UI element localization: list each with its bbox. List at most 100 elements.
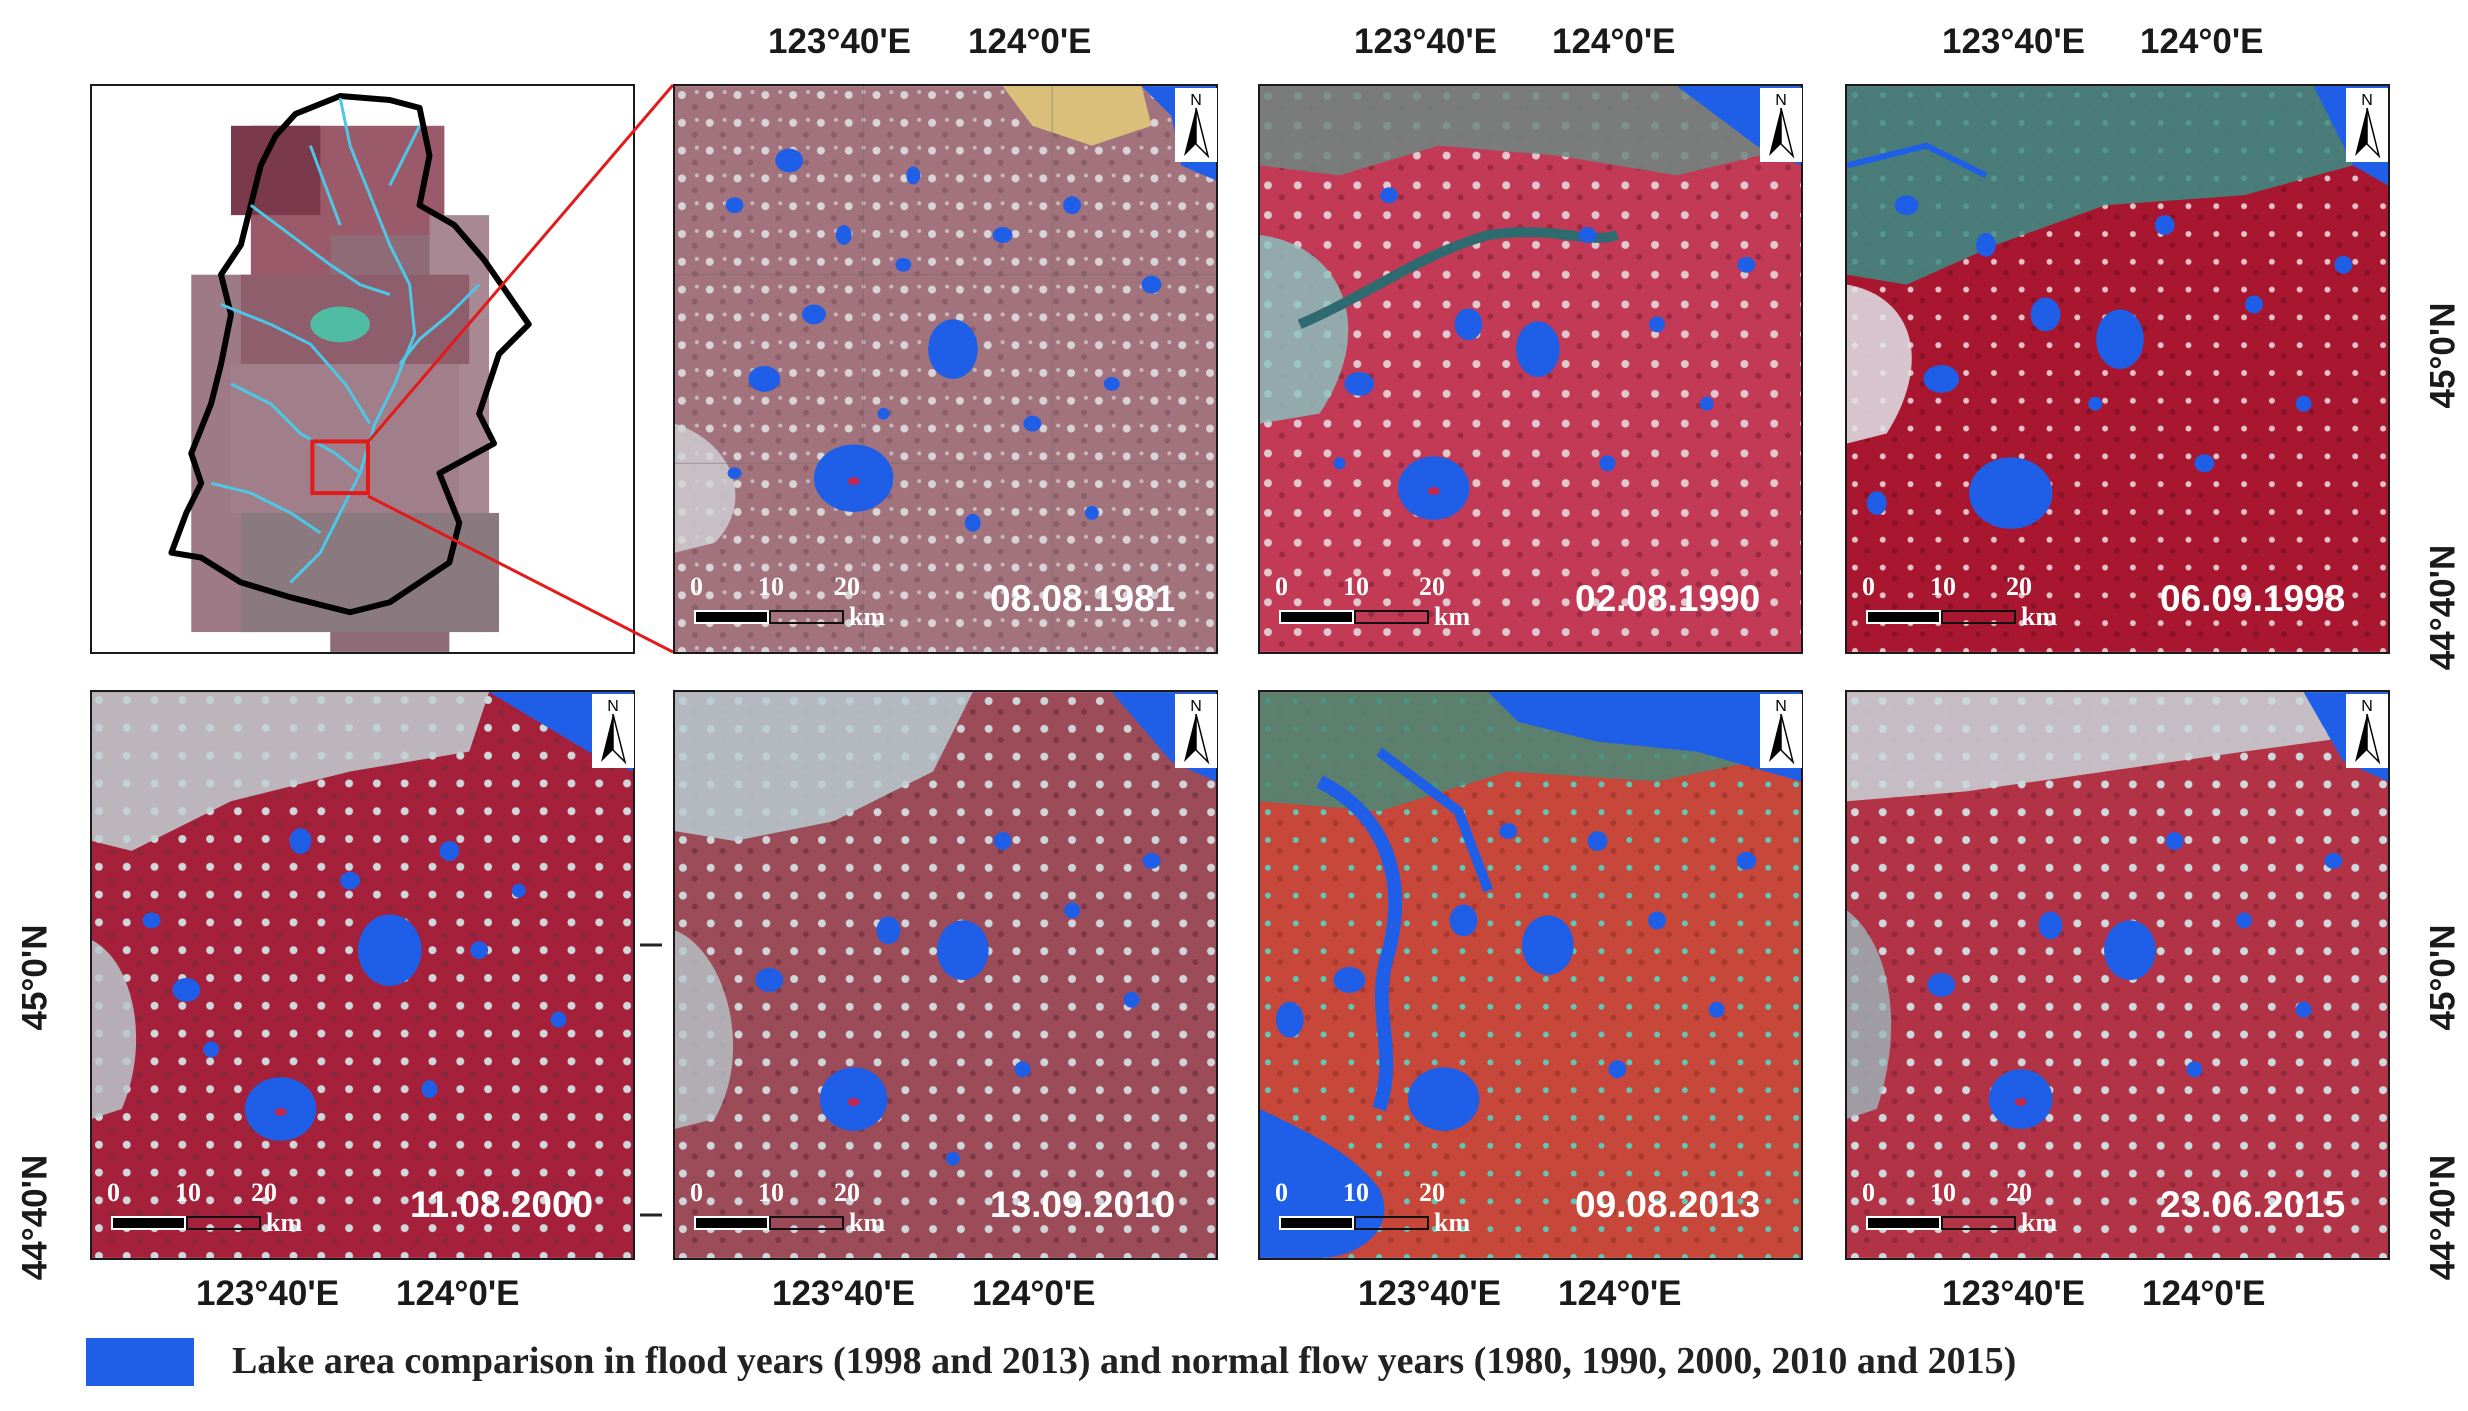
- scale-tick-0: 0: [1275, 572, 1288, 601]
- north-arrow-4: N: [592, 694, 634, 768]
- panel-date-1981: 08.08.1981: [990, 578, 1176, 619]
- satellite-image-2015: [1847, 692, 2388, 1258]
- scale-tick-20: 20: [834, 1178, 860, 1207]
- satellite-panel-2000: [90, 690, 635, 1260]
- scale-bar-6: 0 10 20 km: [1275, 1178, 1470, 1238]
- north-arrow-icon: N: [1769, 698, 1795, 765]
- lat-label-left-a: 45°0'N: [15, 924, 55, 1031]
- satellite-image-1998: [1847, 86, 2388, 652]
- lat-label-left-b: 44°40'N: [15, 1154, 55, 1281]
- panel-date-1990: 02.08.1990: [1575, 578, 1761, 619]
- lon-label-bottom-3-b: 124°0'E: [1558, 1274, 1682, 1313]
- scale-bar-graphic: [1279, 610, 1429, 624]
- scale-bar-graphic: [111, 1216, 261, 1230]
- legend-text: Lake area comparison in flood years (199…: [232, 1340, 2017, 1382]
- satellite-panel-1981: [673, 84, 1218, 654]
- lon-label-top-2-a: 123°40'E: [1354, 22, 1497, 61]
- scale-tick-10: 10: [758, 572, 784, 601]
- satellite-image-1990: [1260, 86, 1801, 652]
- lon-label-bottom-1-a: 123°40'E: [196, 1274, 339, 1313]
- scale-tick-20: 20: [2006, 572, 2032, 601]
- panel-date-2013: 09.08.2013: [1575, 1184, 1761, 1225]
- north-arrow-label: N: [607, 698, 619, 715]
- satellite-panel-2015: [1845, 690, 2390, 1260]
- lat-label-right-bottom-a: 45°0'N: [2423, 924, 2463, 1031]
- scale-bar-7: 0 10 20 km: [1862, 1178, 2057, 1238]
- scale-unit: km: [2021, 602, 2058, 631]
- lat-label-right-bottom-b: 44°40'N: [2423, 1154, 2463, 1281]
- scale-bar-graphic: [1866, 1216, 2016, 1230]
- north-arrow-label: N: [1775, 698, 1787, 715]
- scale-tick-20: 20: [251, 1178, 277, 1207]
- scale-bar-5: 0 10 20 km: [690, 1178, 885, 1238]
- scale-bar-graphic: [694, 1216, 844, 1230]
- scale-tick-20: 20: [2006, 1178, 2032, 1207]
- panel-date-2000: 11.08.2000: [410, 1184, 594, 1225]
- lat-label-right-top-b: 44°40'N: [2423, 544, 2463, 671]
- lon-label-bottom-4-a: 123°40'E: [1942, 1274, 2085, 1313]
- lon-label-bottom-2-b: 124°0'E: [972, 1274, 1096, 1313]
- scale-bar-3: 0 10 20 km: [1862, 572, 2057, 632]
- lat-label-right-top-a: 45°0'N: [2423, 302, 2463, 409]
- scale-bar-4: 0 10 20 km: [107, 1178, 302, 1238]
- satellite-image-2010: [675, 692, 1216, 1258]
- north-arrow-icon: N: [1184, 698, 1210, 765]
- satellite-panel-2010: [673, 690, 1218, 1260]
- north-arrow-icon: N: [601, 698, 627, 765]
- scale-bar-1: 0 10 20 km: [690, 572, 885, 632]
- scale-tick-20: 20: [834, 572, 860, 601]
- north-arrow-label: N: [2361, 92, 2373, 109]
- lon-label-bottom-1-b: 124°0'E: [396, 1274, 520, 1313]
- satellite-panel-1990: [1258, 84, 1803, 654]
- lon-label-top-1-a: 123°40'E: [768, 22, 911, 61]
- scale-tick-0: 0: [690, 572, 703, 601]
- north-arrow-icon: N: [2355, 698, 2381, 765]
- satellite-image-2013: [1260, 692, 1801, 1258]
- lon-label-bottom-3-a: 123°40'E: [1358, 1274, 1501, 1313]
- scale-bar-graphic: [1279, 1216, 1429, 1230]
- overview-map-graphic: [92, 86, 633, 652]
- scale-unit: km: [849, 1208, 886, 1237]
- scale-tick-10: 10: [1343, 1178, 1369, 1207]
- lon-label-top-2-b: 124°0'E: [1552, 22, 1676, 61]
- scale-tick-0: 0: [107, 1178, 120, 1207]
- north-arrow-label: N: [2361, 698, 2373, 715]
- scale-unit: km: [1434, 1208, 1471, 1237]
- north-arrow-7: N: [2346, 694, 2388, 768]
- scale-tick-0: 0: [690, 1178, 703, 1207]
- satellite-image-1981: [675, 86, 1216, 652]
- lon-label-bottom-4-b: 124°0'E: [2142, 1274, 2266, 1313]
- north-arrow-label: N: [1190, 698, 1202, 715]
- scale-tick-10: 10: [1930, 1178, 1956, 1207]
- legend-swatch-lake-area: [86, 1338, 194, 1386]
- satellite-image-2000: [92, 692, 633, 1258]
- scale-bar-2: 0 10 20 km: [1275, 572, 1470, 632]
- scale-bar-graphic: [694, 610, 844, 624]
- north-arrow-2: N: [1760, 88, 1802, 162]
- scale-tick-10: 10: [1343, 572, 1369, 601]
- satellite-panel-2013: [1258, 690, 1803, 1260]
- scale-tick-0: 0: [1275, 1178, 1288, 1207]
- scale-tick-0: 0: [1862, 1178, 1875, 1207]
- panel-date-1998: 06.09.1998: [2160, 578, 2346, 619]
- scale-unit: km: [2021, 1208, 2058, 1237]
- panel-date-2015: 23.06.2015: [2160, 1184, 2346, 1225]
- north-arrow-icon: N: [2355, 92, 2381, 159]
- scale-unit: km: [1434, 602, 1471, 631]
- north-arrow-label: N: [1775, 92, 1787, 109]
- scale-tick-20: 20: [1419, 1178, 1445, 1207]
- lon-label-bottom-2-a: 123°40'E: [772, 1274, 915, 1313]
- overview-map: [90, 84, 635, 654]
- scale-bar-graphic: [1866, 610, 2016, 624]
- scale-tick-0: 0: [1862, 572, 1875, 601]
- scale-unit: km: [849, 602, 886, 631]
- satellite-panel-1998: [1845, 84, 2390, 654]
- north-arrow-icon: N: [1184, 92, 1210, 159]
- panel-date-2010: 13.09.2010: [990, 1184, 1176, 1225]
- scale-tick-20: 20: [1419, 572, 1445, 601]
- north-arrow-5: N: [1175, 694, 1217, 768]
- north-arrow-icon: N: [1769, 92, 1795, 159]
- lon-label-top-3-a: 123°40'E: [1942, 22, 2085, 61]
- north-arrow-label: N: [1190, 92, 1202, 109]
- scale-tick-10: 10: [175, 1178, 201, 1207]
